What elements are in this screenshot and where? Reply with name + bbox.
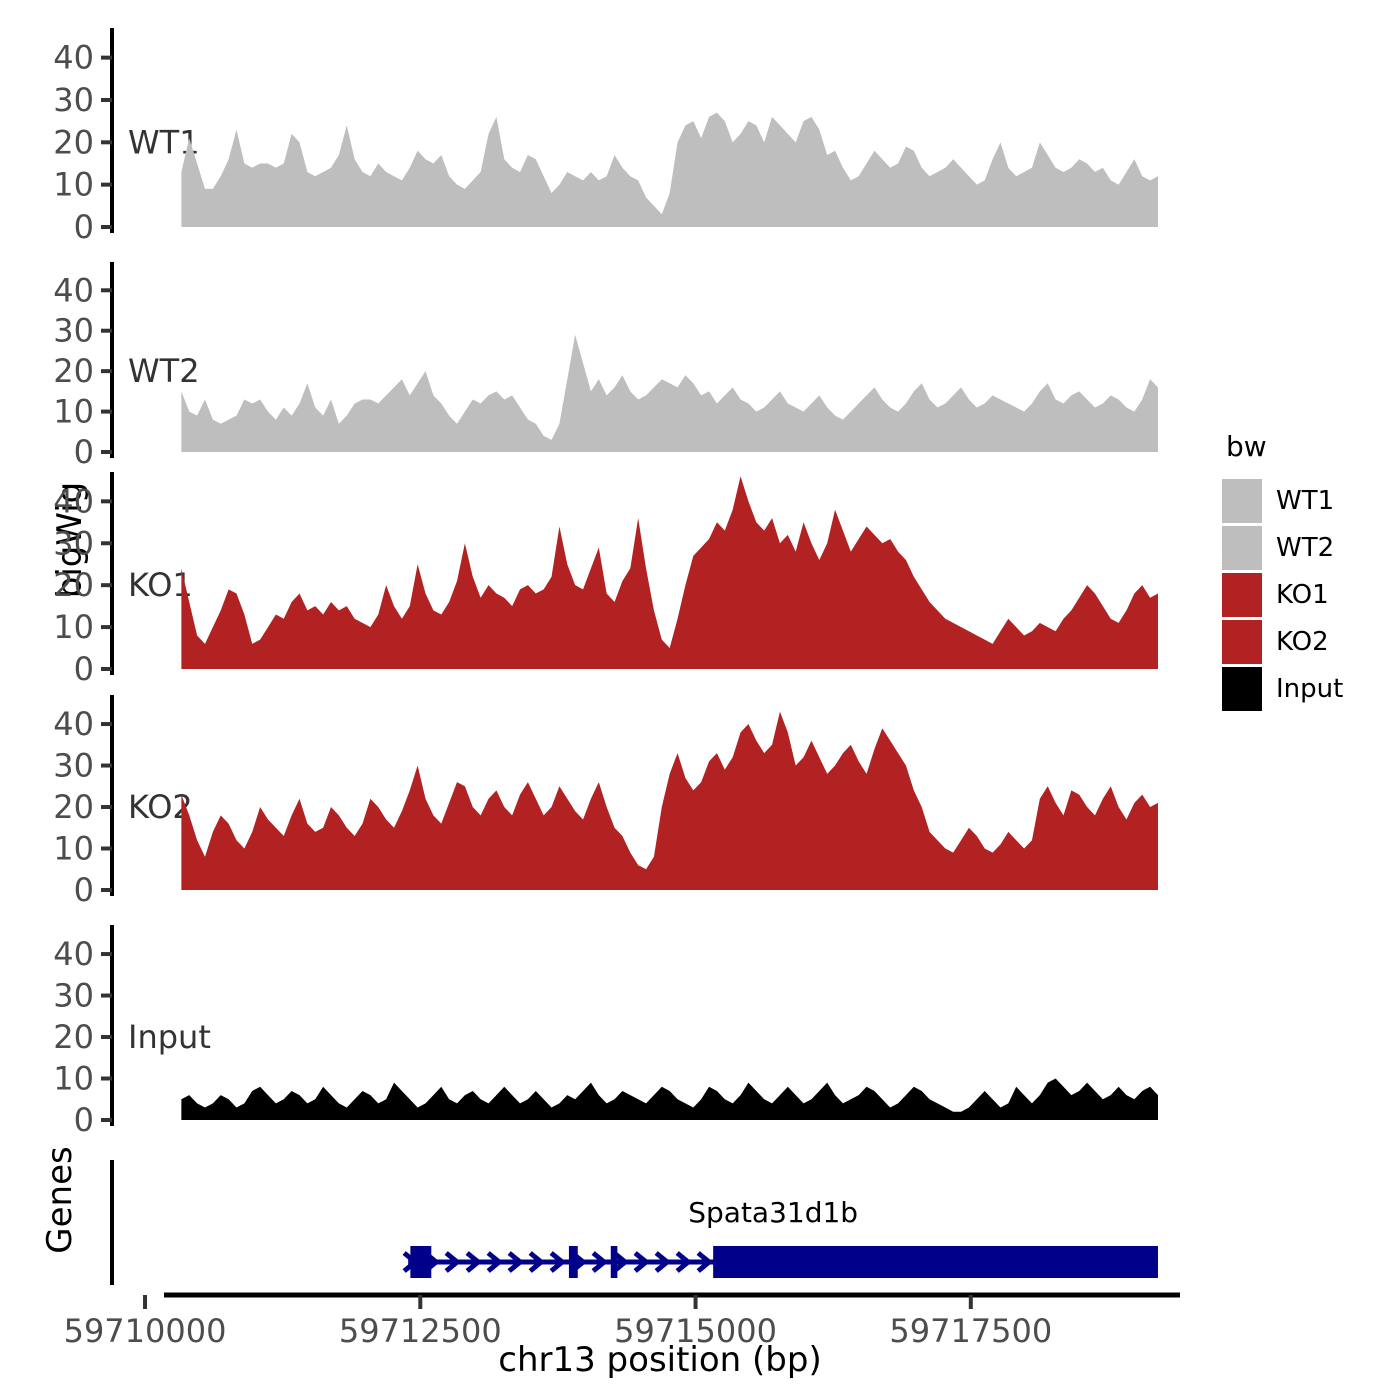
y-tick-label: 10 — [53, 608, 94, 646]
signal-area-input — [181, 1078, 1158, 1120]
legend-label-input: Input — [1276, 673, 1344, 704]
y-tick-label: 20 — [53, 352, 94, 390]
legend-item-wt1[interactable]: WT1 — [1222, 477, 1343, 524]
y-tick-label: 20 — [53, 1018, 94, 1056]
strand-arrow — [507, 1251, 525, 1273]
legend-swatch-ko2 — [1222, 619, 1262, 664]
strand-arrow — [549, 1251, 567, 1273]
y-tick-label: 30 — [53, 312, 94, 350]
y-tick-label: 20 — [53, 566, 94, 604]
strand-arrow — [675, 1251, 693, 1273]
gene-exon[interactable] — [410, 1246, 432, 1278]
y-tick-label: 40 — [53, 271, 94, 309]
y-tick-label: 0 — [74, 1101, 94, 1139]
gene-exon[interactable] — [568, 1246, 578, 1278]
y-tick-label: 10 — [53, 393, 94, 431]
y-tick-label: 10 — [53, 166, 94, 204]
y-tick-label: 40 — [53, 935, 94, 973]
y-tick-label: 30 — [53, 977, 94, 1015]
y-tick-label: 40 — [53, 705, 94, 743]
gene-exon[interactable] — [713, 1246, 1158, 1278]
y-tick-label: 0 — [74, 433, 94, 471]
y-tick-label: 0 — [74, 650, 94, 688]
legend-swatch-wt2 — [1222, 525, 1262, 570]
x-axis-title: chr13 position (bp) — [498, 1340, 822, 1380]
y-tick-label: 30 — [53, 747, 94, 785]
x-axis: 59710000 59712500 59715000 59717500 — [64, 1292, 1180, 1350]
legend-label-wt1: WT1 — [1276, 485, 1335, 516]
panel-label-input: Input — [128, 1018, 211, 1056]
y-tick-label: 30 — [53, 81, 94, 119]
legend-item-input[interactable]: Input — [1222, 665, 1343, 712]
strand-arrow — [444, 1251, 462, 1273]
strand-arrow — [486, 1251, 504, 1273]
x-tick-label: 59715000 — [614, 1312, 777, 1350]
legend-swatch-ko1 — [1222, 572, 1262, 617]
signal-area-wt1 — [181, 112, 1158, 227]
x-tick-label: 59717500 — [889, 1312, 1052, 1350]
x-tick-label: 59710000 — [64, 1312, 227, 1350]
panel-label-wt2: WT2 — [128, 352, 200, 390]
y-tick-label: 0 — [74, 208, 94, 246]
y-tick-label: 20 — [53, 123, 94, 161]
legend-swatch-wt1 — [1222, 478, 1262, 523]
strand-arrow — [612, 1251, 630, 1273]
strand-arrow — [633, 1251, 651, 1273]
signal-area-wt2 — [181, 334, 1158, 452]
legend-item-wt2[interactable]: WT2 — [1222, 524, 1343, 571]
signal-area-ko2 — [181, 711, 1158, 890]
legend-title: bw — [1226, 430, 1267, 463]
gene-name-label: Spata31d1b — [688, 1196, 858, 1229]
legend-label-ko1: KO1 — [1276, 579, 1329, 610]
y-tick-label: 40 — [53, 39, 94, 77]
strand-arrow — [528, 1251, 546, 1273]
y-tick-label: 30 — [53, 524, 94, 562]
y-tick-label: 40 — [53, 482, 94, 520]
legend: bw WT1 WT2 KO1 KO2 Input — [1222, 430, 1343, 712]
legend-swatch-input — [1222, 666, 1262, 711]
strand-arrow — [654, 1251, 672, 1273]
y-tick-label: 10 — [53, 1060, 94, 1098]
signal-area-ko1 — [181, 476, 1158, 669]
legend-item-ko2[interactable]: KO2 — [1222, 618, 1343, 665]
y-tick-label: 20 — [53, 788, 94, 826]
y-tick-label: 0 — [74, 871, 94, 909]
legend-label-wt2: WT2 — [1276, 532, 1335, 563]
gene-exon[interactable] — [610, 1246, 618, 1278]
strand-arrow — [591, 1251, 609, 1273]
legend-label-ko2: KO2 — [1276, 626, 1329, 657]
x-tick-label: 59712500 — [339, 1312, 502, 1350]
strand-arrow — [465, 1251, 483, 1273]
strand-arrow — [696, 1251, 714, 1273]
gene-track: Spata31d1b — [110, 1160, 1158, 1285]
y-tick-label: 10 — [53, 830, 94, 868]
legend-item-ko1[interactable]: KO1 — [1222, 571, 1343, 618]
legend-items: WT1 WT2 KO1 KO2 Input — [1222, 477, 1343, 712]
